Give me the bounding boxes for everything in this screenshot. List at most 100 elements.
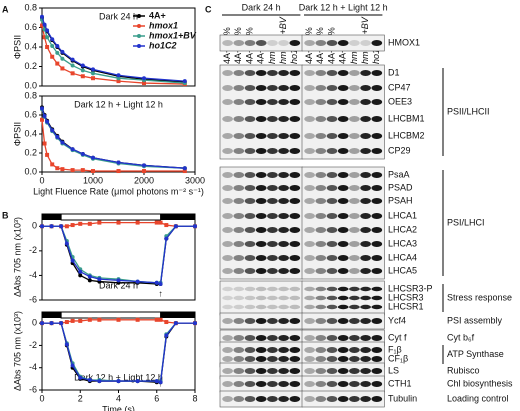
band xyxy=(278,396,289,402)
band xyxy=(289,172,301,178)
group-label: Stress response xyxy=(447,292,512,302)
band xyxy=(267,213,278,219)
band xyxy=(371,286,383,292)
band xyxy=(233,227,245,233)
protein-label: PsaA xyxy=(388,169,410,179)
band xyxy=(244,198,256,204)
band xyxy=(304,268,315,274)
band xyxy=(244,70,256,76)
marker xyxy=(60,167,65,172)
marker xyxy=(70,318,75,323)
band xyxy=(326,295,338,301)
marker xyxy=(40,23,44,28)
band xyxy=(244,99,256,105)
band xyxy=(222,304,233,310)
band xyxy=(278,335,289,341)
band xyxy=(222,227,233,233)
band xyxy=(315,335,327,341)
band xyxy=(233,70,245,76)
y-axis-label: ΦPSII xyxy=(12,35,22,59)
marker xyxy=(64,241,69,246)
band xyxy=(349,213,360,219)
group-label: ATP Synthase xyxy=(447,349,504,359)
dark-bar xyxy=(160,214,195,220)
marker xyxy=(173,224,178,229)
marker xyxy=(40,117,44,122)
legend-marker xyxy=(137,44,141,48)
band xyxy=(267,185,278,191)
band xyxy=(360,99,371,105)
band xyxy=(255,116,267,122)
marker xyxy=(158,220,163,225)
band xyxy=(349,227,360,233)
band xyxy=(255,286,267,292)
marker xyxy=(42,35,47,40)
marker xyxy=(78,269,83,274)
marker xyxy=(97,379,102,384)
band xyxy=(315,185,327,191)
band xyxy=(244,356,256,362)
y-tick-label: -4 xyxy=(29,270,37,280)
marker xyxy=(50,44,55,49)
band xyxy=(244,227,256,233)
band xyxy=(278,304,289,310)
lane-label: 4A+ xyxy=(338,48,348,64)
band xyxy=(371,304,383,310)
band xyxy=(244,368,256,374)
band xyxy=(289,40,301,46)
marker xyxy=(40,106,44,111)
band xyxy=(326,198,338,204)
marker xyxy=(59,224,64,229)
band xyxy=(289,227,301,233)
band xyxy=(360,286,371,292)
marker xyxy=(142,81,146,86)
legend-marker xyxy=(137,24,141,28)
band xyxy=(267,85,278,91)
marker xyxy=(193,321,197,326)
band xyxy=(233,116,245,122)
marker xyxy=(50,54,55,59)
band xyxy=(326,172,338,178)
band xyxy=(244,40,256,46)
band xyxy=(244,295,256,301)
marker xyxy=(193,224,197,229)
band xyxy=(337,381,349,387)
band xyxy=(222,335,233,341)
band xyxy=(233,241,245,247)
band xyxy=(304,85,315,91)
marker xyxy=(78,273,83,278)
band xyxy=(360,40,371,46)
band xyxy=(371,396,383,402)
y-tick-label: 0.6 xyxy=(24,22,37,32)
marker xyxy=(87,317,92,322)
band xyxy=(371,213,383,219)
band xyxy=(304,185,315,191)
legend-label: hmox1 xyxy=(149,20,178,30)
marker xyxy=(91,155,95,160)
marker xyxy=(116,379,121,384)
band xyxy=(278,347,289,353)
band xyxy=(289,356,301,362)
band xyxy=(289,148,301,154)
band xyxy=(360,172,371,178)
band xyxy=(267,40,278,46)
band xyxy=(360,295,371,301)
band xyxy=(371,347,383,353)
band xyxy=(278,172,289,178)
band xyxy=(337,286,349,292)
band xyxy=(349,356,360,362)
band xyxy=(337,133,349,139)
marker xyxy=(154,280,159,285)
band xyxy=(337,213,349,219)
band xyxy=(315,133,327,139)
band xyxy=(304,70,315,76)
band xyxy=(371,335,383,341)
marker xyxy=(116,169,121,174)
plot-title: Dark 12 h + Light 12 h xyxy=(74,372,163,382)
band xyxy=(360,396,371,402)
marker xyxy=(59,321,64,326)
band xyxy=(337,295,349,301)
band xyxy=(267,268,278,274)
band xyxy=(267,356,278,362)
band xyxy=(233,304,245,310)
